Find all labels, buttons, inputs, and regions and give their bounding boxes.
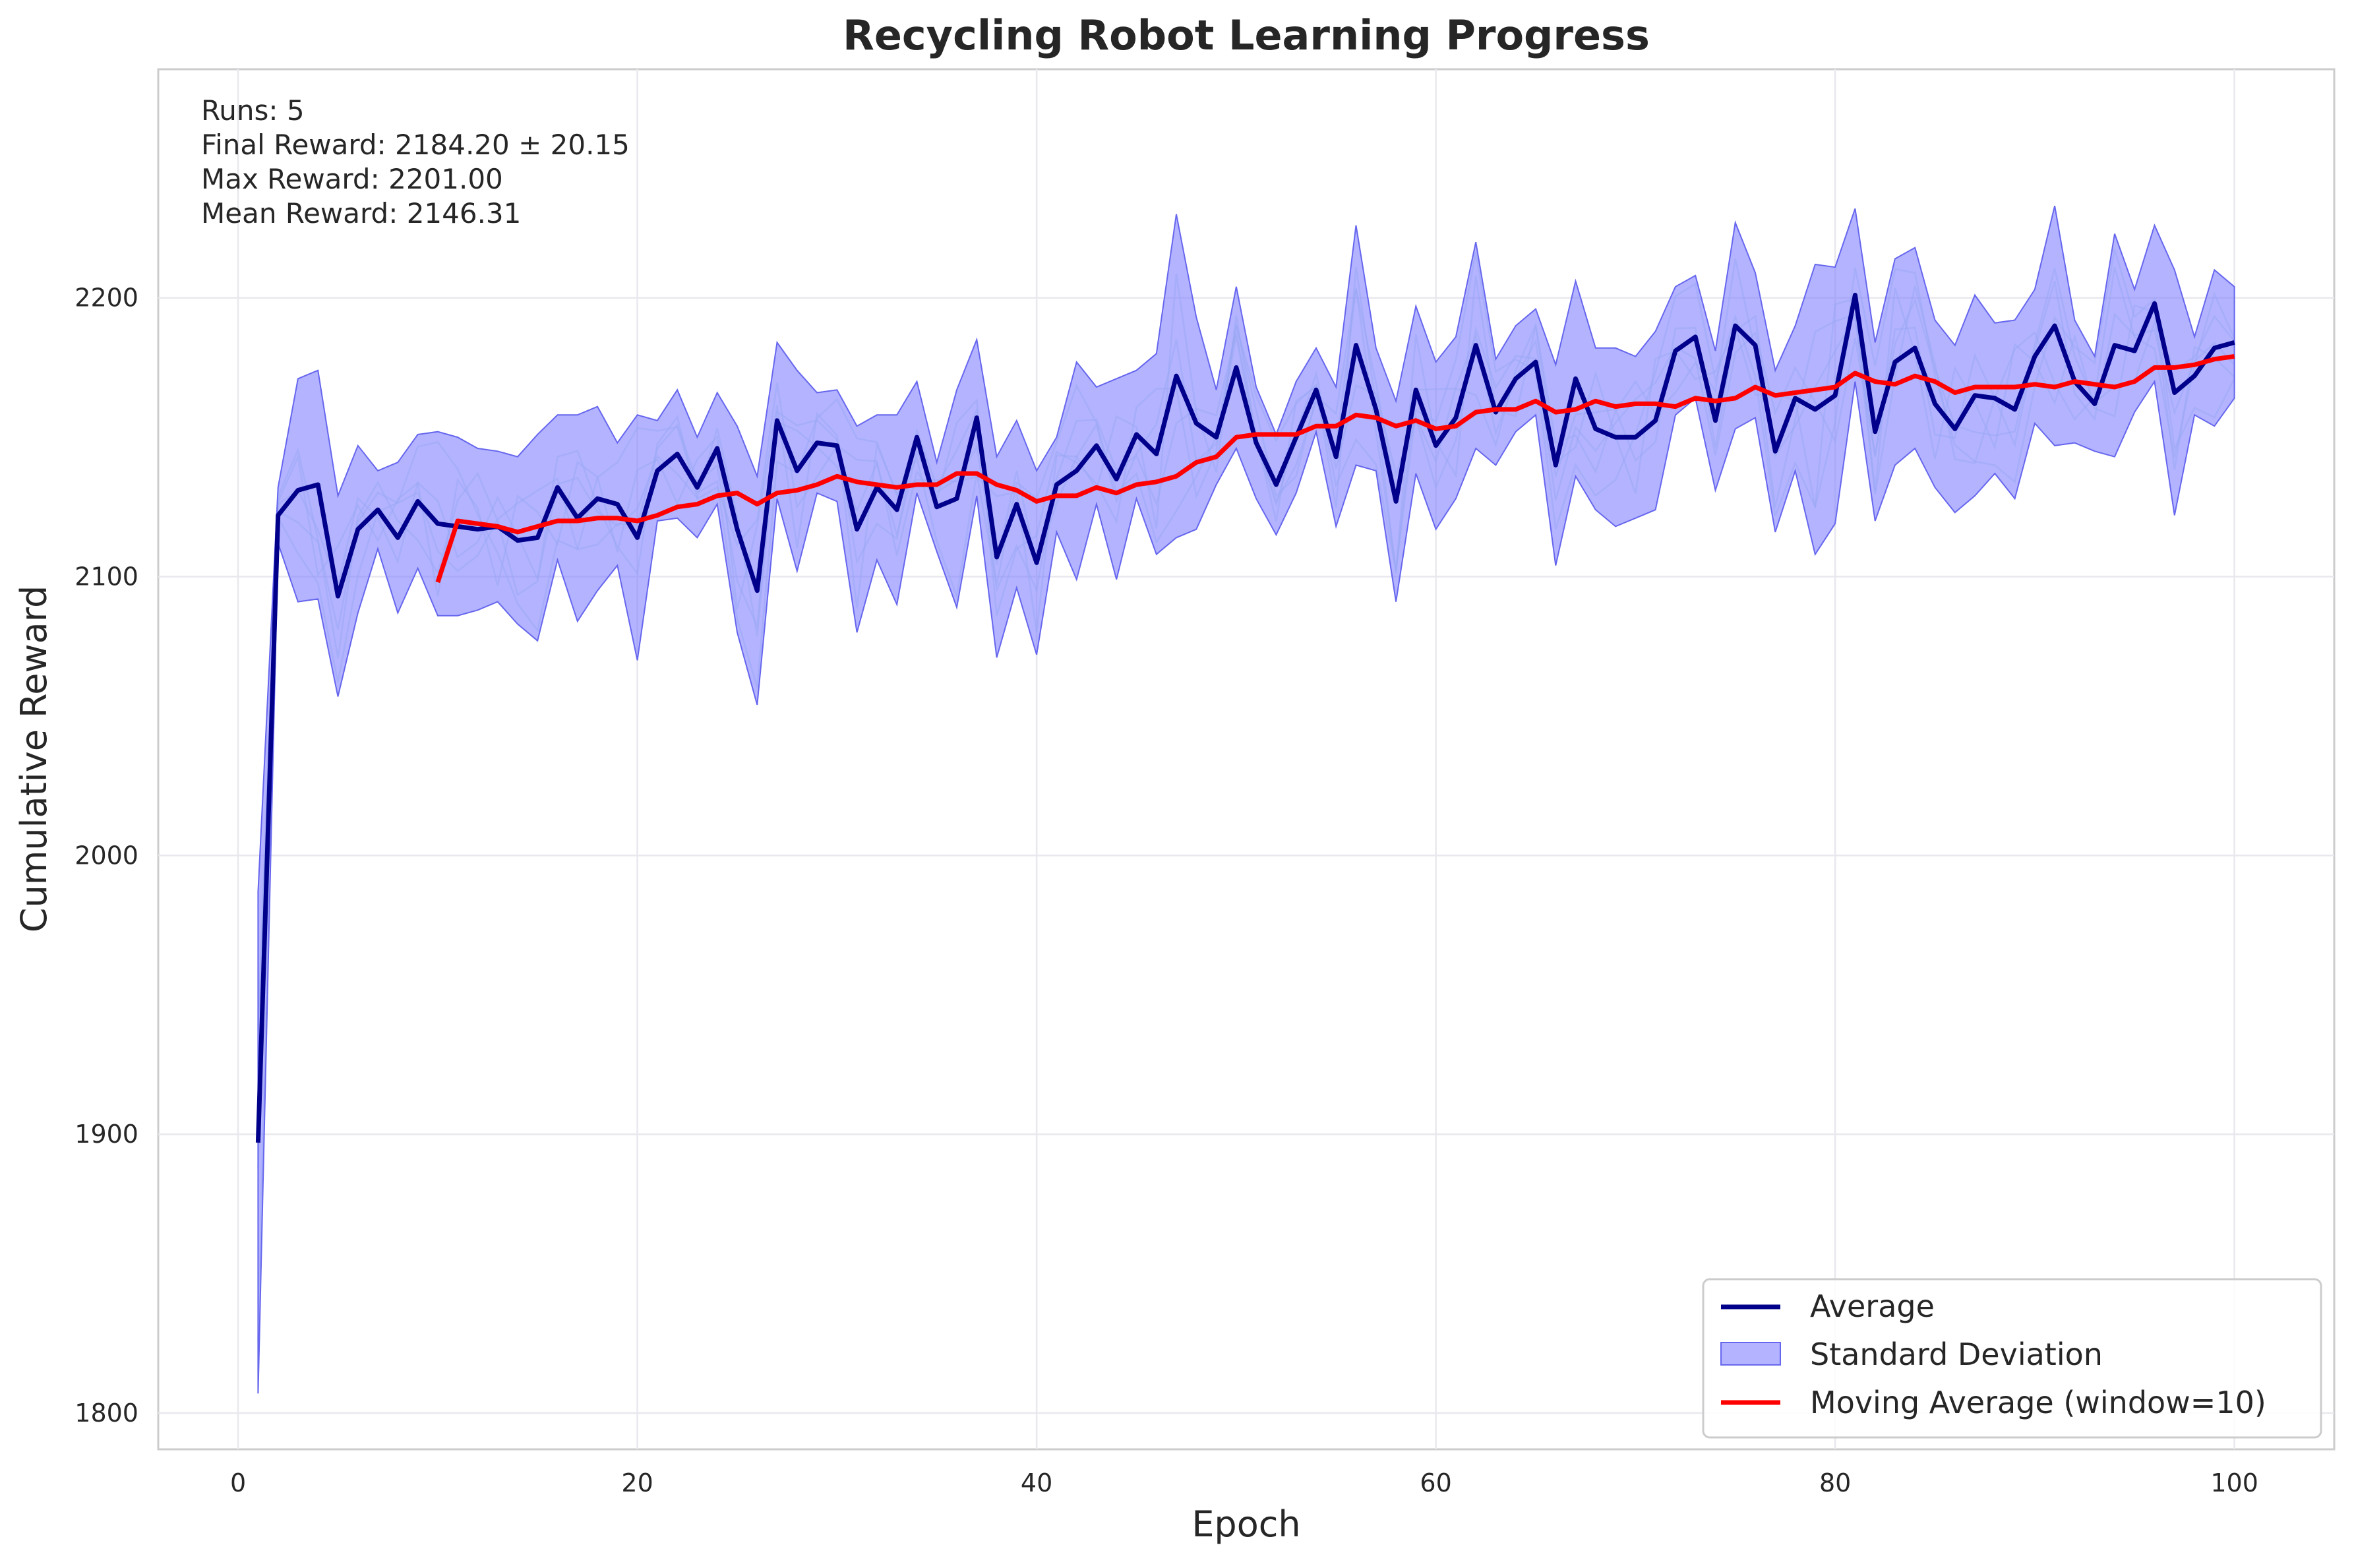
- moving-average-line: [435, 354, 2235, 584]
- legend: Average Standard Deviation Moving Averag…: [1702, 1278, 2322, 1439]
- x-tick-label: 0: [230, 1468, 246, 1497]
- legend-average-label: Average: [1810, 1288, 1935, 1324]
- x-tick-label: 80: [1819, 1468, 1851, 1497]
- plot-area: [157, 68, 2336, 1451]
- legend-std-label: Standard Deviation: [1810, 1337, 2103, 1372]
- y-tick-label: 1900: [75, 1120, 138, 1149]
- x-axis-label: Epoch: [1192, 1503, 1300, 1545]
- x-tick-label: 100: [2210, 1468, 2258, 1497]
- annotation-mean-reward: Mean Reward: 2146.31: [201, 197, 521, 229]
- chart-title: Recycling Robot Learning Progress: [843, 11, 1650, 59]
- y-axis-label: Cumulative Reward: [13, 586, 55, 932]
- x-tick-labels: 0 20 40 60 80 100: [230, 1468, 2258, 1497]
- stats-annotation: Runs: 5 Final Reward: 2184.20 ± 20.15 Ma…: [201, 94, 630, 229]
- y-tick-label: 2200: [75, 284, 138, 313]
- y-tick-label: 2100: [75, 562, 138, 591]
- legend-std-swatch: [1720, 1342, 1781, 1366]
- y-tick-label: 2000: [75, 841, 138, 870]
- average-line: [255, 293, 2235, 1143]
- x-tick-label: 40: [1021, 1468, 1052, 1497]
- legend-box: [1702, 1278, 2322, 1439]
- y-tick-labels: 1800 1900 2000 2100 2200: [75, 284, 138, 1428]
- x-tick-label: 20: [621, 1468, 653, 1497]
- y-tick-label: 1800: [75, 1399, 138, 1428]
- x-tick-label: 60: [1420, 1468, 1451, 1497]
- annotation-runs: Runs: 5: [201, 94, 305, 127]
- legend-moving-average-label: Moving Average (window=10): [1810, 1385, 2266, 1420]
- grid-lines: [158, 69, 2334, 1449]
- annotation-final-reward: Final Reward: 2184.20 ± 20.15: [201, 129, 630, 161]
- average-series: [255, 293, 2235, 1143]
- moving-average-series: [435, 354, 2235, 584]
- annotation-max-reward: Max Reward: 2201.00: [201, 163, 503, 195]
